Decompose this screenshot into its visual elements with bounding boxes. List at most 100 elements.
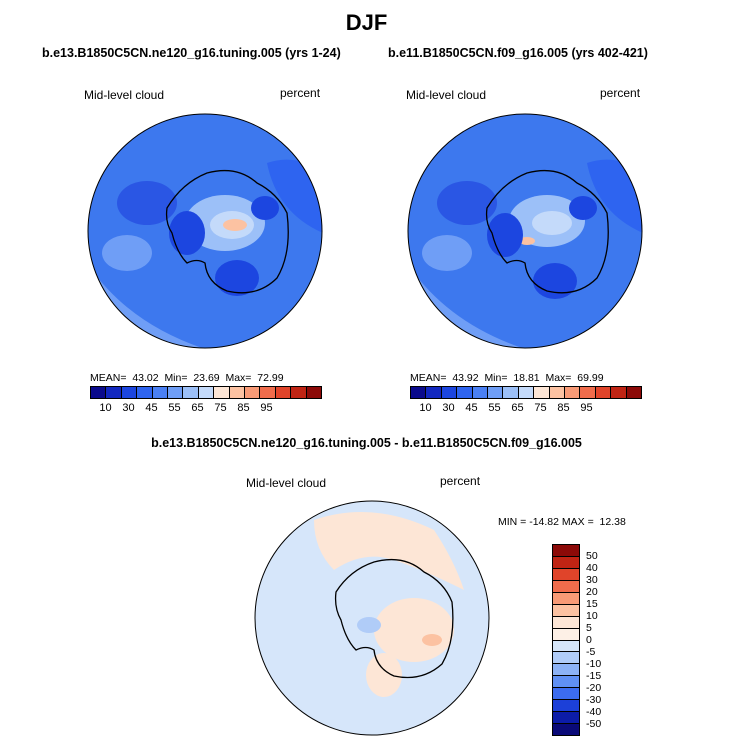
right-colorbar [410,386,642,399]
right-map-coastline [485,169,609,294]
right-colorbar-swatch [549,387,566,398]
left-map-dark-patch [117,181,177,225]
diff-colorbar-tick-label: -30 [586,694,602,706]
left-min-label: Min= [164,372,188,384]
right-colorbar-swatch [488,387,504,398]
diff-colorbar-swatch [553,676,579,689]
right-case-title: b.e11.B1850C5CN.f09_g16.005 (yrs 402-421… [388,46,648,60]
left-colorbar-tick-label: 30 [122,402,135,414]
left-map-dark-west [169,211,205,255]
diff-variable-label: Mid-level cloud [246,476,327,490]
diff-map-warm-north [314,512,464,590]
diff-map-cool-center [357,617,381,633]
diff-colorbar-tick-label: 10 [586,610,598,622]
left-colorbar-swatch [91,387,107,398]
left-map-coastline [165,169,289,294]
diff-colorbar-ticks: 50 40 30 20 15 10 5 0 -5 -10 -15 -20 -30 -40 -50 [586,550,601,730]
diff-colorbar-tick-label: 5 [586,622,592,634]
left-colorbar-swatch [245,387,261,398]
diff-colorbar-tick-label: 20 [586,586,598,598]
left-colorbar-swatch [214,387,230,398]
right-max-value: 69.99 [577,372,604,384]
diff-colorbar-tick-label: 30 [586,574,598,586]
diff-colorbar-tick-label: -5 [586,646,596,658]
right-colorbar-tick-label: 95 [580,402,593,414]
diff-colorbar-swatch [553,604,579,617]
left-map [87,113,323,349]
diff-colorbar-swatch [553,545,579,557]
diff-colorbar-swatch [553,580,579,593]
diff-colorbar-swatch [553,592,579,605]
diff-colorbar [552,544,580,736]
left-map-border [87,113,323,349]
diff-colorbar-tick-label: 0 [586,634,592,646]
right-mean-value: 43.92 [452,372,479,384]
left-variable-label: Mid-level cloud [84,88,165,102]
diff-map-warm-peak [422,634,442,646]
left-colorbar [90,386,322,399]
right-map [407,113,643,349]
diff-colorbar-swatch [553,688,579,701]
diff-colorbar-swatch [553,568,579,581]
diff-colorbar-swatch [553,724,579,735]
left-colorbar-swatch [152,387,169,398]
left-colorbar-tick-label: 45 [145,402,158,414]
diff-map-coastline [334,558,454,679]
left-max-value: 72.99 [257,372,284,384]
left-stats: MEAN= 43.02 Min= 23.69 Max= 72.99 [90,372,284,384]
right-colorbar-tick-label: 85 [557,402,570,414]
right-stats: MEAN= 43.92 Min= 18.81 Max= 69.99 [410,372,604,384]
diff-colorbar-tick-label: -20 [586,682,602,694]
left-colorbar-swatch [291,387,307,398]
diff-map [254,500,490,736]
left-colorbar-tick-label: 10 [99,402,112,414]
left-colorbar-swatch [306,387,322,398]
left-colorbar-ticks: 10 30 45 55 65 75 85 95 [90,402,278,414]
left-map-dark-east [251,196,279,220]
left-units-label: percent [280,86,321,100]
right-colorbar-swatch [626,387,642,398]
diff-colorbar-tick-label: -50 [586,718,602,730]
left-max-label: Max= [225,372,252,384]
left-colorbar-swatch [260,387,276,398]
right-colorbar-tick-label: 75 [534,402,547,414]
diff-colorbar-tick-label: -40 [586,706,602,718]
right-colorbar-swatch [595,387,612,398]
right-colorbar-swatch [518,387,535,398]
right-min-label: Min= [484,372,508,384]
left-colorbar-tick-label: 55 [168,402,181,414]
right-colorbar-swatch [534,387,550,398]
right-colorbar-tick-label: 30 [442,402,455,414]
right-colorbar-tick-label: 45 [465,402,478,414]
diff-minmax: MIN = -14.82 MAX = 12.38 [498,516,626,528]
diff-colorbar-tick-label: 50 [586,550,598,562]
diff-colorbar-tick-label: -15 [586,670,602,682]
right-colorbar-swatch [503,387,519,398]
left-min-value: 23.69 [193,372,220,384]
right-colorbar-swatch [580,387,596,398]
diff-colorbar-swatch [553,712,579,725]
right-map-dark-patch [437,181,497,225]
left-colorbar-tick-label: 85 [237,402,250,414]
diff-colorbar-swatch [553,616,579,629]
left-case-title: b.e13.B1850C5CN.ne120_g16.tuning.005 (yr… [42,46,341,60]
right-colorbar-tick-label: 65 [511,402,524,414]
left-colorbar-swatch [137,387,153,398]
right-colorbar-swatch [457,387,473,398]
left-colorbar-tick-label: 95 [260,402,273,414]
right-map-dark-south [533,263,577,299]
diff-units-label: percent [440,474,481,488]
diff-colorbar-swatch [553,628,579,641]
right-colorbar-ticks: 10 30 45 55 65 75 85 95 [410,402,598,414]
left-colorbar-swatch [121,387,138,398]
right-mean-label: MEAN= [410,372,447,384]
right-colorbar-swatch [441,387,458,398]
left-colorbar-swatch [106,387,122,398]
right-units-label: percent [600,86,641,100]
right-colorbar-swatch [411,387,427,398]
diff-colorbar-tick-label: 15 [586,598,598,610]
right-colorbar-swatch [565,387,581,398]
right-map-dark-east [569,196,597,220]
right-colorbar-tick-label: 55 [488,402,501,414]
diff-colorbar-swatch [553,556,579,569]
